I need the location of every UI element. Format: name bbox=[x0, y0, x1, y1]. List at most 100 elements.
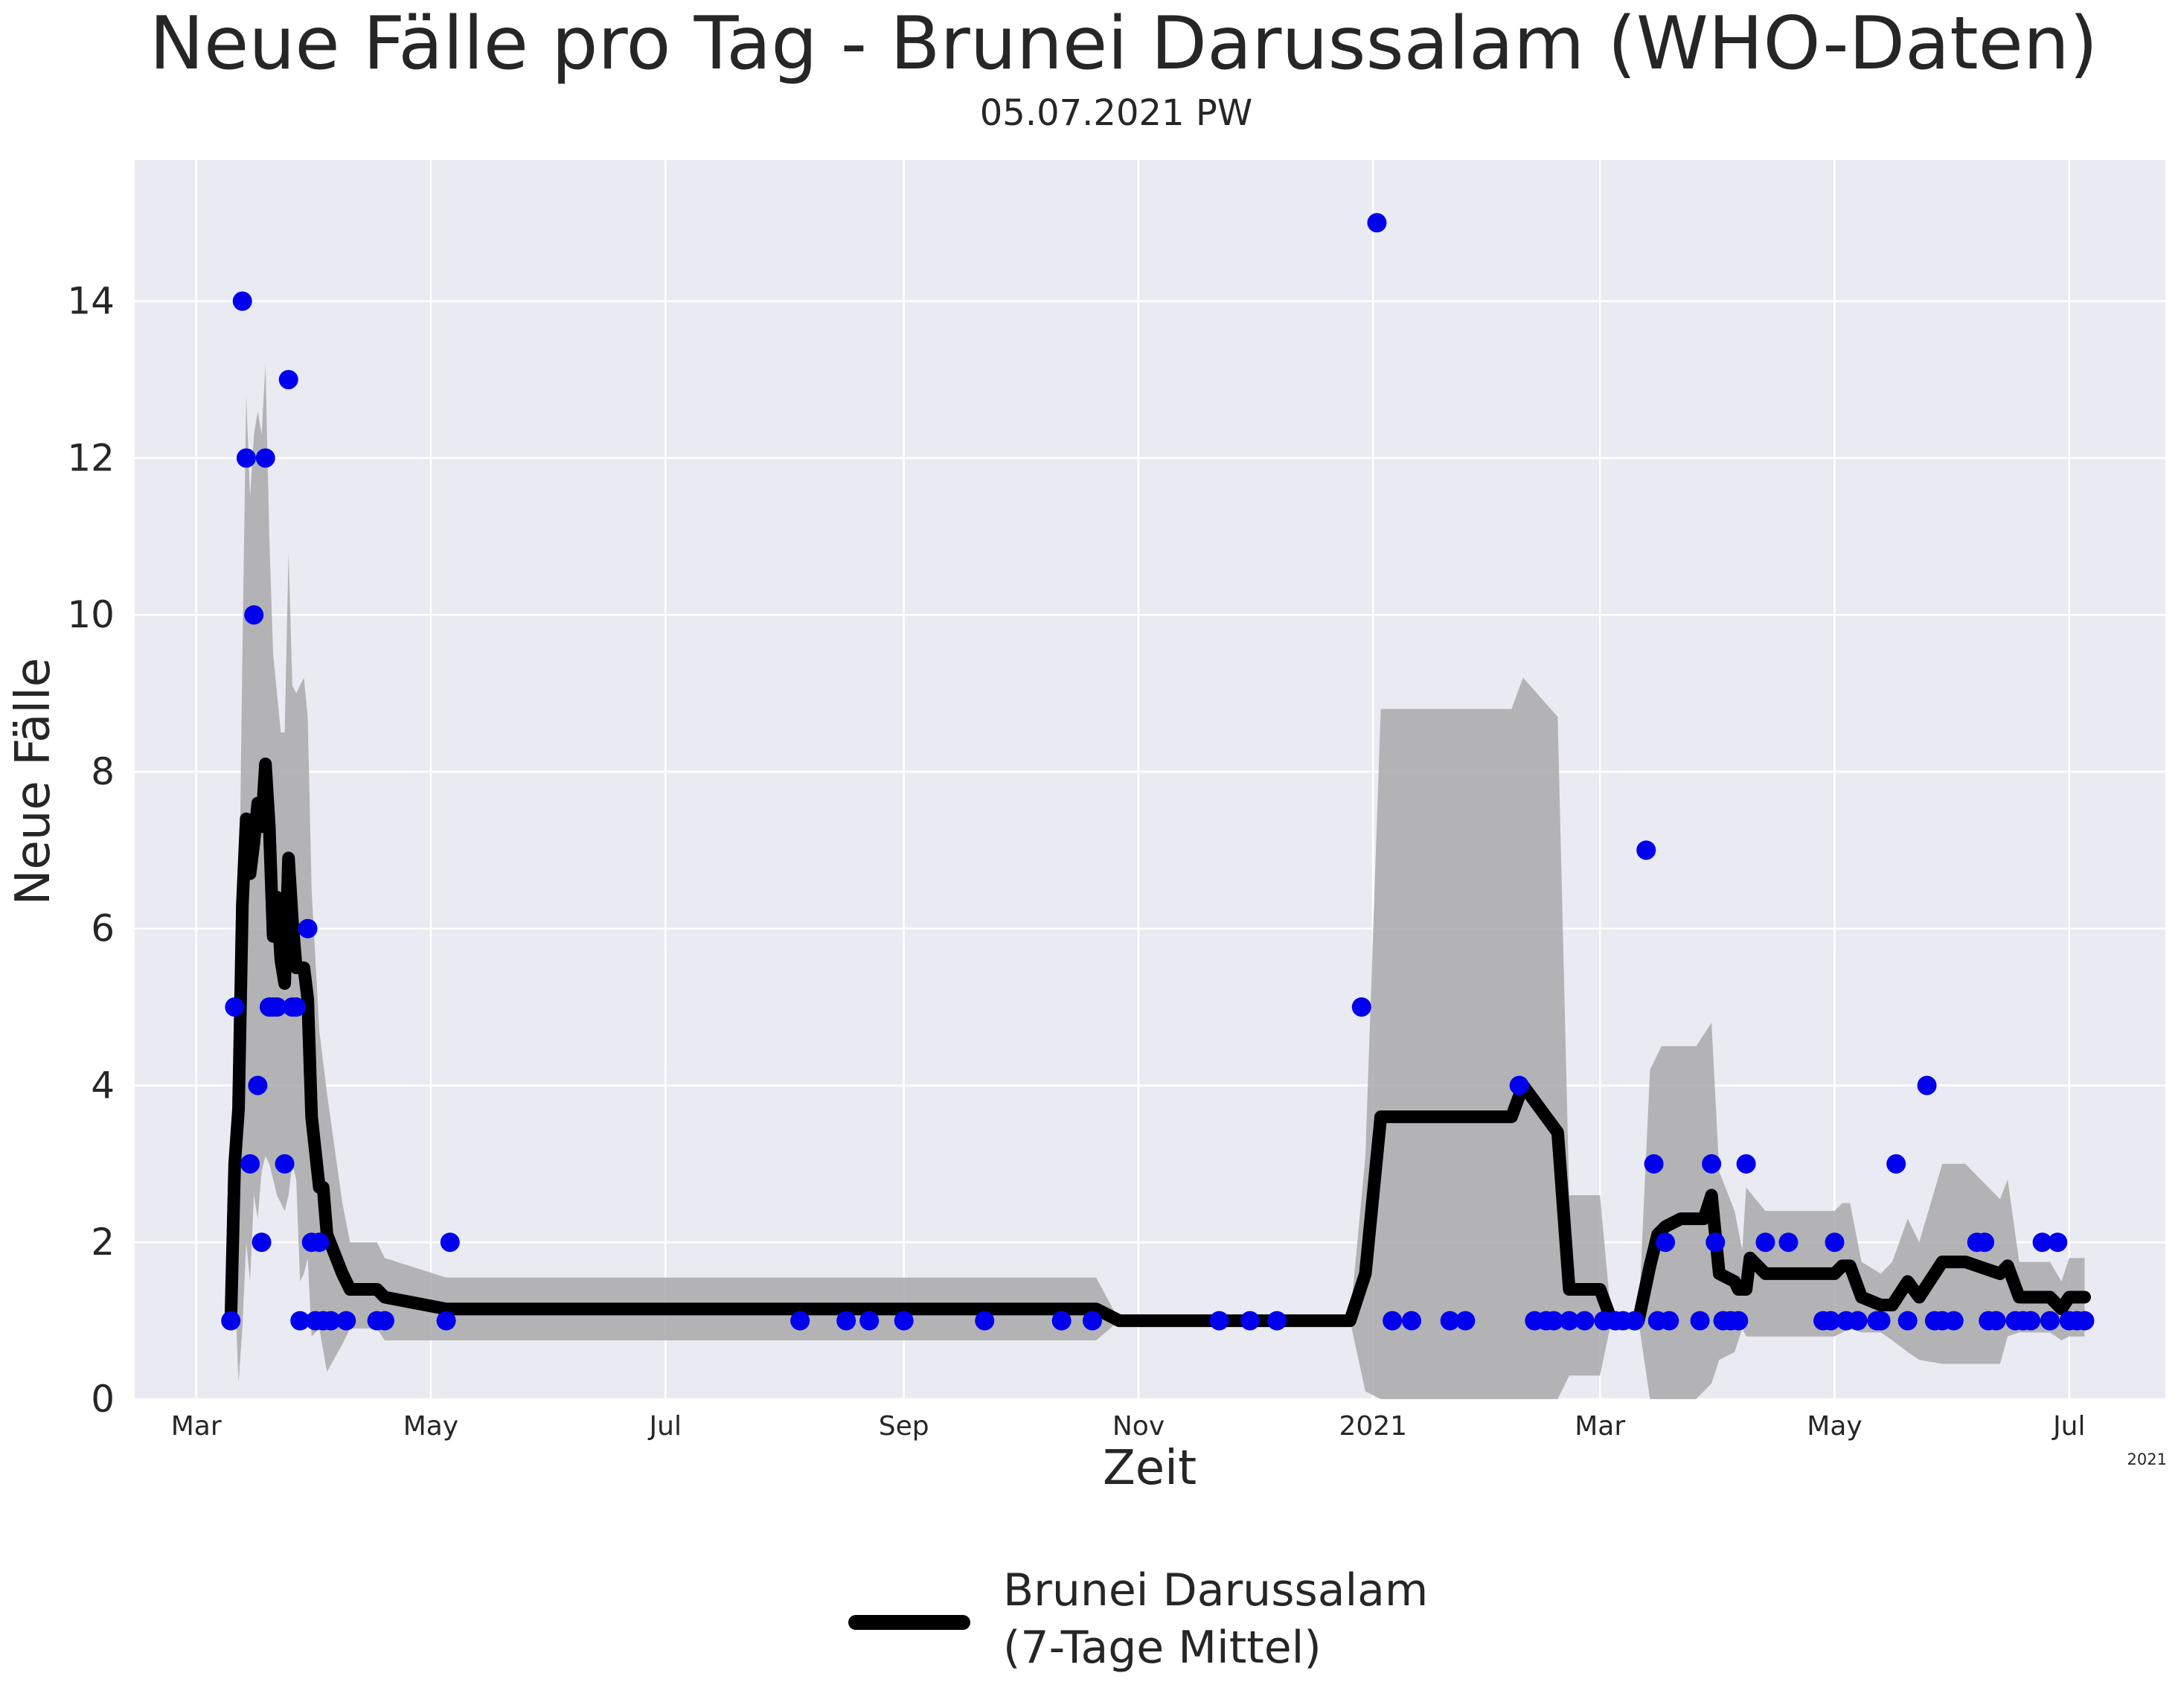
chart-title: Neue Fälle pro Tag - Brunei Darussalam (… bbox=[150, 1, 2098, 86]
data-point bbox=[1736, 1154, 1756, 1174]
data-point bbox=[2032, 1232, 2052, 1253]
data-point bbox=[1755, 1232, 1775, 1253]
data-point bbox=[1267, 1311, 1287, 1331]
data-point bbox=[236, 448, 256, 468]
legend-label-line-1: Brunei Darussalam bbox=[1003, 1564, 1428, 1616]
data-point bbox=[1559, 1311, 1579, 1331]
data-point bbox=[1690, 1311, 1710, 1331]
y-tick-label: 12 bbox=[67, 436, 115, 479]
data-point bbox=[1051, 1311, 1072, 1331]
data-point bbox=[436, 1311, 456, 1331]
data-point bbox=[790, 1311, 810, 1331]
x-tick-label: Sep bbox=[879, 1411, 929, 1442]
data-point bbox=[252, 1232, 272, 1253]
y-tick-label: 14 bbox=[67, 280, 115, 323]
data-point bbox=[248, 1075, 268, 1096]
data-point bbox=[290, 1311, 310, 1331]
data-point bbox=[286, 997, 307, 1017]
data-point bbox=[310, 1232, 330, 1253]
data-point bbox=[1351, 997, 1371, 1017]
data-point bbox=[1367, 213, 1387, 233]
data-point bbox=[1871, 1311, 1891, 1331]
data-point bbox=[1401, 1311, 1421, 1331]
data-point bbox=[336, 1311, 356, 1331]
data-point bbox=[1636, 840, 1656, 860]
data-point bbox=[1705, 1232, 1726, 1253]
data-point bbox=[298, 918, 318, 938]
y-axis-ticks: 0 2 4 6 8 10 12 14 bbox=[67, 280, 115, 1421]
data-point bbox=[232, 291, 252, 311]
data-point bbox=[1240, 1311, 1260, 1331]
data-point bbox=[255, 448, 275, 468]
data-point bbox=[1544, 1311, 1564, 1331]
data-point bbox=[859, 1311, 880, 1331]
x-axis-label: Zeit bbox=[1103, 1441, 1197, 1496]
data-point bbox=[1702, 1154, 1722, 1174]
data-point bbox=[894, 1311, 914, 1331]
y-tick-label: 0 bbox=[91, 1378, 115, 1421]
data-point bbox=[1209, 1311, 1229, 1331]
data-point bbox=[1975, 1232, 1995, 1253]
data-point bbox=[836, 1311, 856, 1331]
data-point bbox=[975, 1311, 995, 1331]
data-point bbox=[1509, 1075, 1529, 1096]
data-point bbox=[1624, 1311, 1644, 1331]
data-point bbox=[1917, 1075, 1937, 1096]
data-point bbox=[275, 1154, 295, 1174]
data-point bbox=[1825, 1232, 1845, 1253]
data-point bbox=[244, 605, 264, 625]
data-point bbox=[240, 1154, 260, 1174]
data-point bbox=[1082, 1311, 1102, 1331]
data-point bbox=[1944, 1311, 1964, 1331]
x-tick-label: Jul bbox=[648, 1411, 682, 1442]
data-point bbox=[1575, 1311, 1595, 1331]
x-tick-label: Jul bbox=[2052, 1411, 2085, 1442]
data-point bbox=[1455, 1311, 1476, 1331]
y-tick-label: 10 bbox=[67, 593, 115, 636]
plot-area bbox=[135, 160, 2165, 1399]
x-tick-label: 2021 bbox=[1339, 1411, 1407, 1442]
data-point bbox=[440, 1232, 460, 1253]
x-tick-label: May bbox=[1807, 1411, 1862, 1442]
y-tick-label: 8 bbox=[91, 750, 115, 793]
data-point bbox=[1383, 1311, 1403, 1331]
x-tick-label: May bbox=[403, 1411, 458, 1442]
data-point bbox=[1886, 1154, 1906, 1174]
data-point bbox=[1848, 1311, 1868, 1331]
x-axis-offset-label: 2021 bbox=[2127, 1450, 2167, 1468]
mean-line bbox=[224, 757, 2091, 1328]
data-point bbox=[1656, 1232, 1676, 1253]
y-axis-label: Neue Fälle bbox=[6, 658, 61, 906]
data-point bbox=[2075, 1311, 2095, 1331]
data-point bbox=[1986, 1311, 2006, 1331]
data-point bbox=[225, 997, 245, 1017]
data-point bbox=[2040, 1311, 2060, 1331]
data-point bbox=[2021, 1311, 2041, 1331]
x-tick-label: Nov bbox=[1112, 1411, 1165, 1442]
mean-line-series bbox=[224, 757, 2091, 1328]
data-point bbox=[321, 1311, 341, 1331]
data-point bbox=[278, 370, 298, 390]
x-tick-label: Mar bbox=[1575, 1411, 1625, 1442]
data-point bbox=[1644, 1154, 1664, 1174]
chart-subtitle: 05.07.2021 PW bbox=[980, 92, 1253, 134]
data-point bbox=[1778, 1232, 1799, 1253]
daily-cases-points bbox=[221, 213, 2095, 1331]
y-tick-label: 4 bbox=[91, 1063, 115, 1107]
data-point bbox=[2048, 1232, 2068, 1253]
data-point bbox=[1729, 1311, 1749, 1331]
data-point bbox=[374, 1311, 394, 1331]
y-tick-label: 6 bbox=[91, 907, 115, 950]
x-axis-ticks: Mar May Jul Sep Nov 2021 Mar May Jul bbox=[171, 1411, 2086, 1442]
data-point bbox=[1659, 1311, 1679, 1331]
data-point bbox=[267, 997, 287, 1017]
x-tick-label: Mar bbox=[171, 1411, 222, 1442]
y-tick-label: 2 bbox=[91, 1221, 115, 1264]
legend: Brunei Darussalam (7-Tage Mittel) bbox=[848, 1564, 1428, 1674]
data-point bbox=[221, 1311, 241, 1331]
data-point bbox=[1821, 1311, 1841, 1331]
data-point bbox=[1440, 1311, 1460, 1331]
data-point bbox=[1897, 1311, 1918, 1331]
legend-label-line-2: (7-Tage Mittel) bbox=[1003, 1622, 1322, 1674]
